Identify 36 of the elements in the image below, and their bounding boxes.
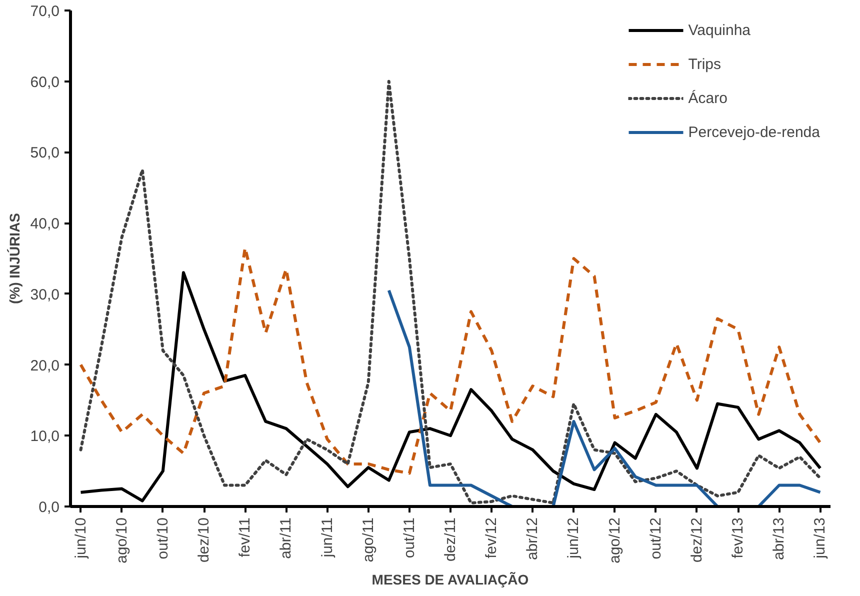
x-tick-label: abr/11 (278, 517, 295, 559)
y-tick-label: 50,0 (30, 144, 60, 162)
line-series (387, 288, 822, 506)
x-tick-label: ago/11 (360, 518, 377, 562)
x-tick-label: dez/12 (688, 517, 706, 563)
x-tick-label: jun/13 (812, 517, 829, 560)
x-tick-label: jun/10 (72, 517, 90, 560)
y-tick-label: 30,0 (30, 286, 60, 304)
y-tick-label: 40,0 (30, 216, 60, 233)
y-axis-title: (%) INJÚRIAS (6, 212, 22, 304)
line-series (79, 80, 822, 504)
x-tick-label: fev/12 (483, 517, 500, 558)
line-series (79, 271, 822, 502)
x-tick-label: fev/13 (730, 517, 747, 558)
x-tick-label: out/10 (154, 517, 172, 560)
y-tick-label: 10,0 (30, 428, 60, 446)
x-tick-label: ago/12 (606, 517, 624, 564)
legend-label: Percevejo-de-renda (688, 124, 820, 140)
y-tick-label: 20,0 (30, 357, 60, 374)
x-tick-label: dez/10 (196, 517, 213, 563)
x-tick-label: out/12 (647, 517, 664, 560)
x-tick-label: jun/11 (318, 517, 336, 558)
x-tick-label: ago/10 (113, 517, 130, 564)
legend-label: Trips (688, 56, 722, 72)
x-tick-label: jun/12 (565, 517, 582, 560)
x-tick-label: fev/11 (236, 518, 254, 558)
x-axis-title: MESES DE AVALIAÇÃO (372, 571, 529, 588)
x-tick-label: dez/11 (442, 517, 459, 562)
legend-label: Ácaro (688, 90, 728, 106)
x-tick-label: abr/12 (524, 517, 542, 560)
x-tick-label: abr/13 (770, 517, 788, 560)
legend-label: Vaquinha (688, 22, 751, 38)
x-tick-label: out/11 (400, 517, 418, 558)
y-tick-label: 60,0 (30, 74, 60, 91)
y-tick-label: 0,0 (38, 499, 60, 516)
y-tick-label: 70,0 (30, 3, 60, 20)
